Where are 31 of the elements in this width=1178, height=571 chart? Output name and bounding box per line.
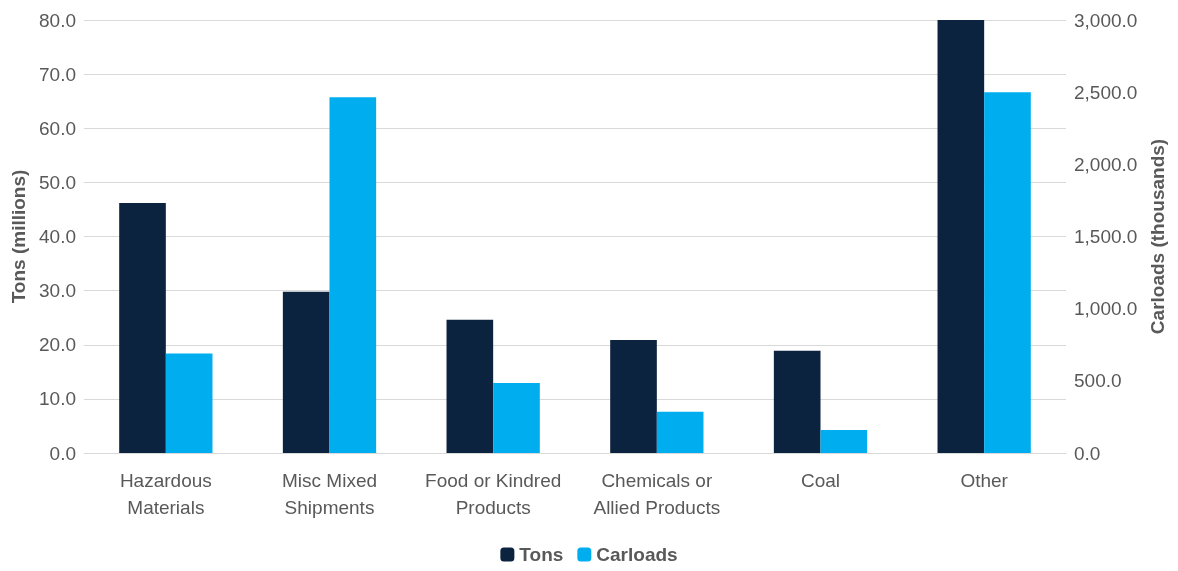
x-tick-label: Misc Mixed Shipments [281, 470, 378, 518]
bar [329, 97, 377, 453]
y2-tick-label: 3,000.0 [1074, 9, 1138, 31]
y-tick-label: 80.0 [39, 9, 76, 31]
legend-label: Tons [519, 544, 564, 565]
y2-tick-label: 1,500.0 [1074, 226, 1138, 247]
y-tick-label: 70.0 [39, 63, 76, 85]
y-tick-label: 20.0 [39, 334, 76, 356]
y-tick-label: 10.0 [39, 388, 76, 410]
x-tick-label: Other [960, 470, 1009, 491]
x-tick-label: Hazardous Materials [119, 470, 212, 518]
y2-axis-title: Carloads (thousands) [1147, 138, 1169, 335]
bar [119, 202, 166, 453]
y2-tick-label: 0.0 [1074, 442, 1101, 464]
bar [773, 350, 821, 453]
y-tick-label: 40.0 [39, 226, 76, 247]
legend-label: Carloads [596, 544, 678, 565]
y2-tick-label: 2,500.0 [1074, 81, 1138, 103]
bar [820, 429, 868, 453]
bar [610, 339, 657, 453]
y-tick-label: 50.0 [39, 171, 76, 193]
y-tick-label: 30.0 [39, 280, 76, 302]
x-tick-label: Coal [800, 470, 841, 491]
x-tick-label: Chemicals or Allied Products [593, 470, 721, 518]
y-tick-label: 60.0 [39, 117, 76, 139]
y2-tick-label: 1,000.0 [1074, 298, 1138, 320]
y2-tick-label: 2,000.0 [1074, 153, 1138, 175]
y-axis-title: Tons (millions) [8, 169, 30, 304]
y-tick-label: 0.0 [49, 442, 76, 464]
y2-tick-label: 500.0 [1074, 370, 1122, 392]
x-tick-label: Food or Kindred Products [425, 470, 562, 518]
